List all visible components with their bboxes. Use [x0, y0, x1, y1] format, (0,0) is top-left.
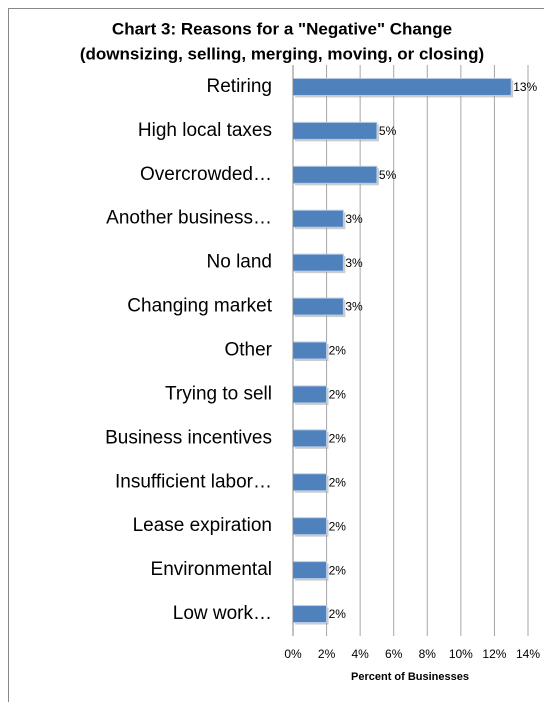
data-label: 2%: [329, 344, 347, 358]
y-tick-label: Lease expiration: [133, 515, 272, 536]
data-label: 3%: [345, 300, 363, 314]
data-label: 3%: [345, 212, 363, 226]
chart-title: (downsizing, selling, merging, moving, o…: [80, 44, 484, 63]
data-label: 5%: [379, 124, 397, 138]
x-tick-label: 2%: [318, 647, 336, 661]
x-tick-label: 12%: [482, 647, 506, 661]
bar: [292, 209, 344, 228]
x-tick-label: 4%: [351, 647, 369, 661]
bar: [292, 561, 328, 580]
x-tick-label: 6%: [385, 647, 403, 661]
x-tick-label: 8%: [419, 647, 437, 661]
y-tick-label: Changing market: [127, 296, 272, 317]
y-tick-label: Low work…: [173, 603, 272, 624]
bar: [292, 297, 344, 316]
data-label: 2%: [329, 519, 347, 533]
bar: [292, 429, 328, 448]
data-label: 2%: [329, 607, 347, 621]
y-tick-label: Trying to sell: [165, 383, 272, 404]
data-label: 13%: [513, 80, 537, 94]
y-tick-label: Overcrowded…: [140, 164, 272, 185]
y-tick-label: Business incentives: [105, 427, 272, 448]
data-label: 2%: [329, 432, 347, 446]
data-label: 2%: [329, 388, 347, 402]
bar: [292, 473, 328, 492]
bar: [292, 121, 378, 140]
bar: [292, 385, 328, 404]
x-axis-label: Percent of Businesses: [351, 671, 469, 683]
y-tick-label: Retiring: [207, 76, 272, 97]
x-tick-label: 0%: [284, 647, 302, 661]
bar: [292, 253, 344, 272]
y-tick-label: Other: [224, 340, 272, 361]
data-label: 5%: [379, 168, 397, 182]
y-tick-label: High local taxes: [138, 120, 272, 141]
data-label: 2%: [329, 563, 347, 577]
data-label: 2%: [329, 475, 347, 489]
y-tick-label: No land: [207, 252, 273, 273]
x-tick-label: 14%: [516, 647, 540, 661]
bar: [292, 77, 512, 96]
bar: [292, 517, 328, 536]
y-tick-label: Insufficient labor…: [115, 471, 272, 492]
chart-title: Chart 3: Reasons for a "Negative" Change: [112, 19, 452, 38]
bar: [292, 605, 328, 624]
data-label: 3%: [345, 256, 363, 270]
x-tick-label: 10%: [449, 647, 473, 661]
chart-frame: [8, 8, 544, 702]
y-tick-label: Another business…: [106, 208, 272, 229]
bar: [292, 165, 378, 184]
y-tick-label: Environmental: [151, 559, 272, 580]
bar: [292, 341, 328, 360]
